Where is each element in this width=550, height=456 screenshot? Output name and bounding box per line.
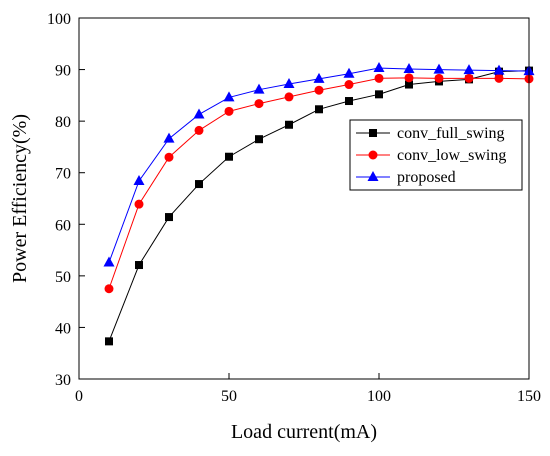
data-point [104,284,114,294]
y-tick-label: 100 [47,11,71,28]
y-tick-label: 40 [55,320,71,337]
series-conv-low-swing [104,73,534,294]
y-tick-label: 70 [55,166,71,183]
data-point [224,106,234,116]
data-point [194,125,204,135]
data-point [433,63,445,74]
legend-marker [368,150,378,160]
data-point [314,85,324,95]
legend: conv_full_swing conv_low_swing proposed [349,119,523,191]
data-point [313,72,325,83]
y-tick-label: 50 [55,269,71,286]
series-proposed [103,62,535,267]
data-point [344,80,354,90]
data-point [284,92,294,102]
y-tick-label: 30 [55,372,71,389]
data-point [283,78,295,89]
data-point [103,256,115,267]
data-point [223,91,235,102]
data-point [373,62,385,73]
data-point [255,135,263,144]
data-point [494,73,504,83]
data-point [254,99,264,109]
data-point [434,73,444,83]
legend-label: conv_full_swing [397,125,505,142]
data-point [405,80,413,89]
data-point [464,73,474,83]
legend-label: conv_low_swing [397,147,506,164]
x-tick-label: 0 [75,388,83,405]
data-point [463,64,475,75]
data-point [343,67,355,78]
y-tick-label: 90 [55,63,71,80]
plot-frame [78,17,530,380]
axis-ticks: 0 50 100 150 30 40 50 60 70 80 90 100 [47,11,541,405]
y-tick-label: 60 [55,217,71,234]
data-point [134,199,144,209]
data-point [315,105,323,114]
data-point [105,337,113,346]
x-axis-title: Load current(mA) [231,421,377,443]
y-tick-label: 80 [55,114,71,131]
data-point [164,152,174,162]
data-point [374,73,384,83]
data-point [253,83,265,94]
x-tick-label: 50 [221,388,237,405]
series-conv-full-swing [105,66,533,346]
data-point [285,120,293,129]
data-point [493,64,505,75]
data-point [133,174,145,185]
data-point [225,152,233,161]
data-point [193,108,205,119]
data-point [135,261,143,270]
plot-marks [103,62,535,346]
legend-marker [369,129,377,137]
data-point [165,213,173,222]
data-point [403,63,415,74]
data-point [375,90,383,99]
legend-label: proposed [397,169,456,186]
data-point [345,97,353,106]
data-point [195,180,203,189]
x-tick-label: 150 [517,388,541,405]
data-point [404,73,414,83]
legend-marker [367,171,379,181]
x-tick-label: 100 [367,388,391,405]
y-axis-title: Power Efficiency(%) [9,114,31,283]
data-point [163,132,175,143]
